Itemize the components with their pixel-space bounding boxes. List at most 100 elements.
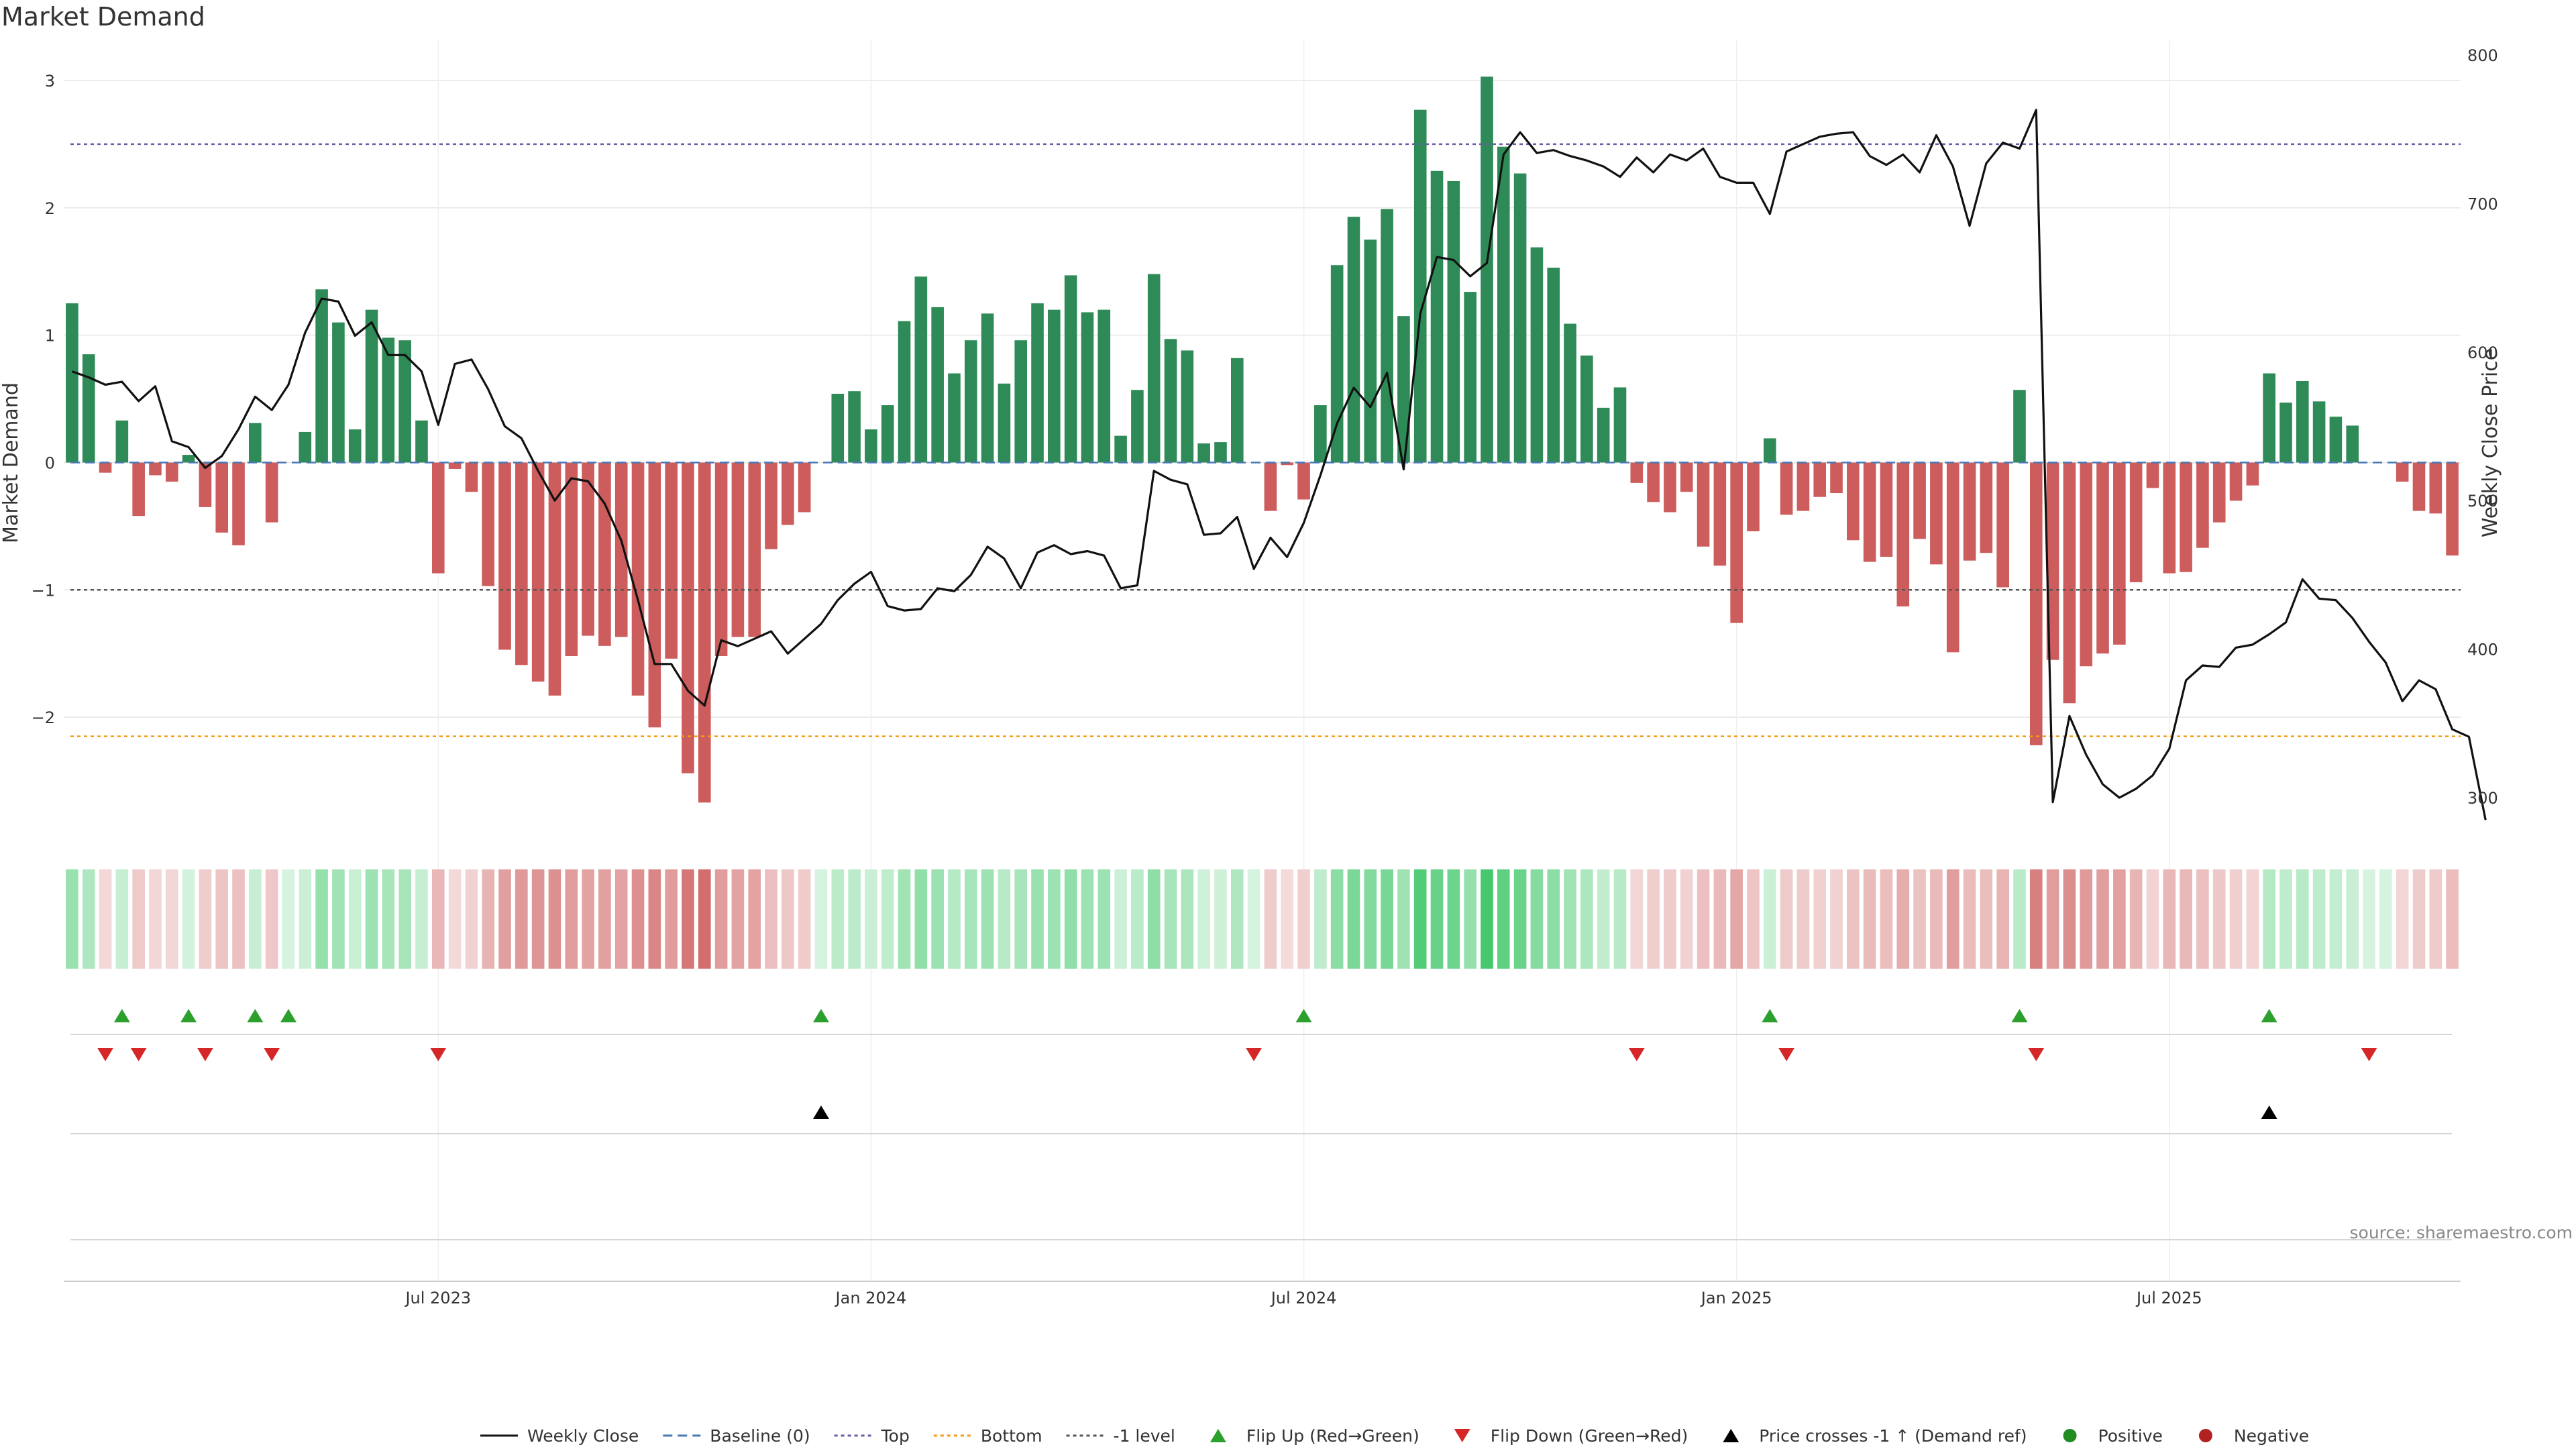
demand-bar	[315, 289, 328, 463]
heat-cell	[598, 869, 611, 969]
demand-bar	[2096, 462, 2109, 654]
heat-cell	[1580, 869, 1593, 969]
demand-bar	[249, 423, 262, 463]
heat-cell	[1813, 869, 1827, 969]
demand-bar	[99, 462, 112, 473]
flip-up-marker	[2261, 1009, 2277, 1022]
heat-cell	[1281, 869, 1294, 969]
demand-bar	[365, 309, 378, 463]
heat-cell	[215, 869, 229, 969]
heat-cell	[2146, 869, 2159, 969]
demand-bar	[465, 462, 478, 492]
heat-cell	[482, 869, 495, 969]
heat-cell	[431, 869, 445, 969]
heat-cell	[1464, 869, 1477, 969]
flip-down-marker	[1628, 1048, 1645, 1061]
flip-down-marker	[2028, 1048, 2045, 1061]
demand-bar	[2229, 462, 2243, 501]
heat-cell	[1430, 869, 1444, 969]
demand-bar	[698, 462, 711, 803]
heat-cell	[415, 869, 428, 969]
flip-up-marker	[1295, 1009, 1312, 1022]
heat-cell	[115, 869, 129, 969]
flip-down-marker	[264, 1048, 280, 1061]
flip-down-marker	[197, 1048, 213, 1061]
heat-cell	[1413, 869, 1427, 969]
demand-bar	[782, 462, 794, 525]
heat-cell	[1081, 869, 1094, 969]
demand-bar	[1763, 438, 1776, 463]
demand-bar	[382, 337, 395, 463]
heat-cell	[1664, 869, 1676, 969]
legend-label: Flip Up (Red→Green)	[1246, 1426, 1419, 1446]
demand-bar	[881, 405, 894, 463]
demand-bar	[2013, 390, 2026, 463]
heat-cell	[2329, 869, 2343, 969]
demand-bar	[2046, 462, 2059, 660]
heat-cell	[1364, 869, 1377, 969]
x-tick-label: Jul 2024	[1270, 1289, 1337, 1307]
heat-cell	[1847, 869, 1860, 969]
demand-bar	[182, 455, 195, 463]
demand-bar	[1963, 462, 1976, 561]
flip-down-marker	[130, 1048, 147, 1061]
heat-cell	[1164, 869, 1177, 969]
heat-cell	[1247, 869, 1260, 969]
heat-cell	[1547, 869, 1560, 969]
heat-cell	[82, 869, 95, 969]
demand-bar	[1913, 462, 1926, 539]
heat-cell	[1713, 869, 1727, 969]
heat-cell	[1613, 869, 1627, 969]
flip-down-marker	[97, 1048, 114, 1061]
demand-heat-strip	[66, 869, 2459, 969]
heat-cell	[2029, 869, 2043, 969]
demand-bar	[1014, 340, 1028, 463]
demand-bars	[66, 76, 2459, 803]
heat-cell	[1946, 869, 1960, 969]
flip-up-marker	[280, 1009, 297, 1022]
heat-cell	[1930, 869, 1943, 969]
demand-bar	[2196, 462, 2209, 548]
demand-bar	[348, 429, 362, 463]
legend-swatch	[2063, 1429, 2077, 1442]
heat-cell	[2279, 869, 2292, 969]
reference-lines	[70, 143, 2461, 737]
heat-cell	[1314, 869, 1327, 969]
heat-cell	[2246, 869, 2259, 969]
heat-cell	[182, 869, 195, 969]
demand-bar	[1381, 209, 1393, 463]
heat-cell	[914, 869, 928, 969]
heat-cell	[1264, 869, 1277, 969]
heat-cell	[981, 869, 994, 969]
flip-up-marker	[2011, 1009, 2028, 1022]
heat-cell	[2412, 869, 2426, 969]
heat-cell	[1297, 869, 1310, 969]
demand-bar	[648, 462, 661, 728]
demand-bar	[1430, 170, 1444, 463]
heat-cell	[682, 869, 694, 969]
demand-bar	[948, 373, 961, 463]
heat-cell	[282, 869, 295, 969]
heat-cell	[1214, 869, 1227, 969]
heat-cell	[1097, 869, 1111, 969]
demand-bar	[265, 462, 278, 523]
demand-bar	[582, 462, 594, 636]
heat-cell	[1863, 869, 1876, 969]
heat-cell	[132, 869, 145, 969]
legend-label: Baseline (0)	[710, 1426, 810, 1446]
heat-cell	[1481, 869, 1493, 969]
heat-cell	[1497, 869, 1510, 969]
demand-bar	[1164, 339, 1177, 463]
demand-bar	[1564, 323, 1576, 463]
flip-down-marker	[2361, 1048, 2377, 1061]
demand-bar	[1513, 173, 1527, 463]
y-tick-label: 2	[45, 199, 55, 218]
heat-cell	[1447, 869, 1460, 969]
demand-bar	[998, 383, 1011, 463]
heat-cell	[315, 869, 328, 969]
demand-bar	[964, 340, 977, 463]
grid-lines	[64, 40, 2461, 1282]
demand-bar	[2163, 462, 2176, 574]
heat-cell	[232, 869, 245, 969]
heat-cell	[1513, 869, 1527, 969]
